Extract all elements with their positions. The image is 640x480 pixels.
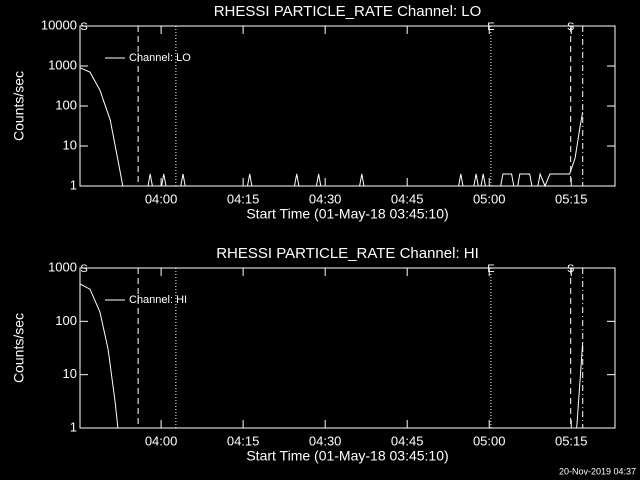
marker-flag: E	[487, 21, 494, 33]
x-tick-label: 04:00	[145, 433, 178, 448]
x-tick-label: 04:00	[145, 191, 178, 206]
data-line	[79, 283, 584, 429]
marker-flag: S	[80, 263, 87, 275]
data-line	[79, 67, 584, 188]
y-tick-label: 100	[55, 97, 77, 112]
x-axis-label: Start Time (01-May-18 03:45:10)	[246, 206, 448, 222]
x-tick-label: 05:00	[473, 191, 506, 206]
chart-title: RHESSI PARTICLE_RATE Channel: LO	[214, 3, 482, 20]
plot-frame	[79, 267, 616, 429]
y-tick-label: 1	[70, 419, 77, 434]
x-tick-label: 05:15	[555, 191, 588, 206]
chart-title: RHESSI PARTICLE_RATE Channel: HI	[216, 245, 479, 262]
y-axis-label: Counts/sec	[11, 71, 27, 141]
marker-flag: S	[567, 21, 574, 33]
marker-flag: S	[80, 21, 87, 33]
x-tick-label: 04:15	[227, 191, 260, 206]
x-tick-label: 04:45	[391, 191, 424, 206]
marker-flag: E	[487, 263, 494, 275]
legend-label: Channel: LO	[129, 52, 191, 64]
marker-flag: S	[567, 263, 574, 275]
y-tick-label: 10000	[41, 17, 77, 32]
x-tick-label: 04:30	[309, 433, 342, 448]
x-axis-label: Start Time (01-May-18 03:45:10)	[246, 448, 448, 464]
x-tick-label: 04:15	[227, 433, 260, 448]
y-axis-label: Counts/sec	[11, 313, 27, 383]
y-tick-label: 10	[63, 366, 77, 381]
x-tick-label: 04:30	[309, 191, 342, 206]
y-tick-label: 1	[70, 177, 77, 192]
y-tick-label: 10	[63, 137, 77, 152]
y-tick-label: 1000	[48, 57, 77, 72]
plot-frame	[79, 25, 616, 187]
legend-label: Channel: HI	[129, 294, 187, 306]
y-tick-label: 100	[55, 313, 77, 328]
y-tick-label: 1000	[48, 259, 77, 274]
timestamp: 20-Nov-2019 04:37	[559, 466, 636, 476]
x-tick-label: 04:45	[391, 433, 424, 448]
x-tick-label: 05:00	[473, 433, 506, 448]
x-tick-label: 05:15	[555, 433, 588, 448]
